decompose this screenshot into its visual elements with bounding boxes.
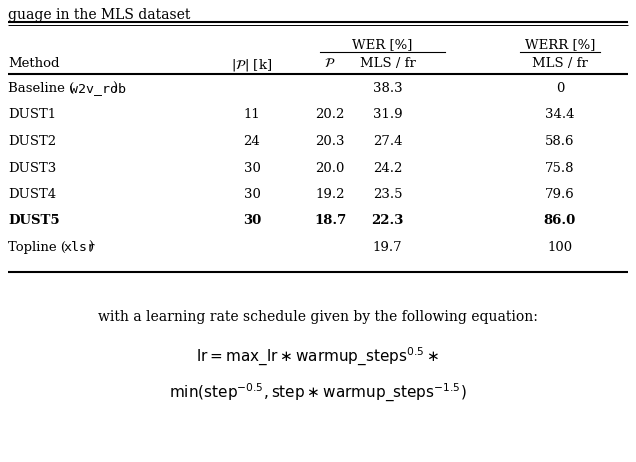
- Text: 19.2: 19.2: [315, 188, 345, 201]
- Text: 58.6: 58.6: [545, 135, 575, 148]
- Text: MLS / fr: MLS / fr: [532, 57, 588, 70]
- Text: 34.4: 34.4: [545, 109, 575, 122]
- Text: 31.9: 31.9: [373, 109, 403, 122]
- Text: Method: Method: [8, 57, 60, 70]
- Text: 27.4: 27.4: [373, 135, 402, 148]
- Text: 0: 0: [556, 82, 564, 95]
- Text: 18.7: 18.7: [314, 214, 346, 227]
- Text: 20.3: 20.3: [315, 135, 345, 148]
- Text: guage in the MLS dataset: guage in the MLS dataset: [8, 8, 190, 22]
- Text: 38.3: 38.3: [373, 82, 403, 95]
- Text: 23.5: 23.5: [373, 188, 402, 201]
- Text: ): ): [88, 241, 93, 254]
- Text: w2v_rob: w2v_rob: [70, 82, 126, 95]
- Text: with a learning rate schedule given by the following equation:: with a learning rate schedule given by t…: [98, 310, 538, 323]
- Text: 19.7: 19.7: [373, 241, 403, 254]
- Text: DUST4: DUST4: [8, 188, 56, 201]
- Text: DUST2: DUST2: [8, 135, 56, 148]
- Text: WER [%]: WER [%]: [352, 38, 413, 51]
- Text: 75.8: 75.8: [545, 162, 575, 175]
- Text: $\mathcal{P}$: $\mathcal{P}$: [324, 57, 336, 70]
- Text: 30: 30: [244, 162, 260, 175]
- Text: 22.3: 22.3: [371, 214, 404, 227]
- Text: 20.0: 20.0: [315, 162, 345, 175]
- Text: 11: 11: [244, 109, 260, 122]
- Text: 20.2: 20.2: [315, 109, 345, 122]
- Text: Topline (: Topline (: [8, 241, 66, 254]
- Text: 30: 30: [244, 188, 260, 201]
- Text: 24.2: 24.2: [373, 162, 402, 175]
- Text: $\mathrm{min}(\mathrm{step}^{-0.5}, \mathrm{step} \ast \mathrm{warmup\_steps}^{-: $\mathrm{min}(\mathrm{step}^{-0.5}, \mat…: [169, 382, 467, 404]
- Text: 79.6: 79.6: [545, 188, 575, 201]
- Text: ): ): [112, 82, 117, 95]
- Text: 24: 24: [244, 135, 260, 148]
- Text: DUST1: DUST1: [8, 109, 56, 122]
- Text: $|\mathcal{P}|$ [k]: $|\mathcal{P}|$ [k]: [232, 57, 273, 73]
- Text: Baseline (: Baseline (: [8, 82, 74, 95]
- Text: 100: 100: [548, 241, 572, 254]
- Text: xlsr: xlsr: [64, 241, 96, 254]
- Text: 30: 30: [243, 214, 261, 227]
- Text: MLS / fr: MLS / fr: [359, 57, 415, 70]
- Text: 86.0: 86.0: [544, 214, 576, 227]
- Text: DUST3: DUST3: [8, 162, 56, 175]
- Text: $\mathrm{lr} = \mathrm{max\_lr} \ast \mathrm{warmup\_steps}^{0.5}\ast$: $\mathrm{lr} = \mathrm{max\_lr} \ast \ma…: [197, 346, 439, 368]
- Text: DUST5: DUST5: [8, 214, 60, 227]
- Text: WERR [%]: WERR [%]: [525, 38, 595, 51]
